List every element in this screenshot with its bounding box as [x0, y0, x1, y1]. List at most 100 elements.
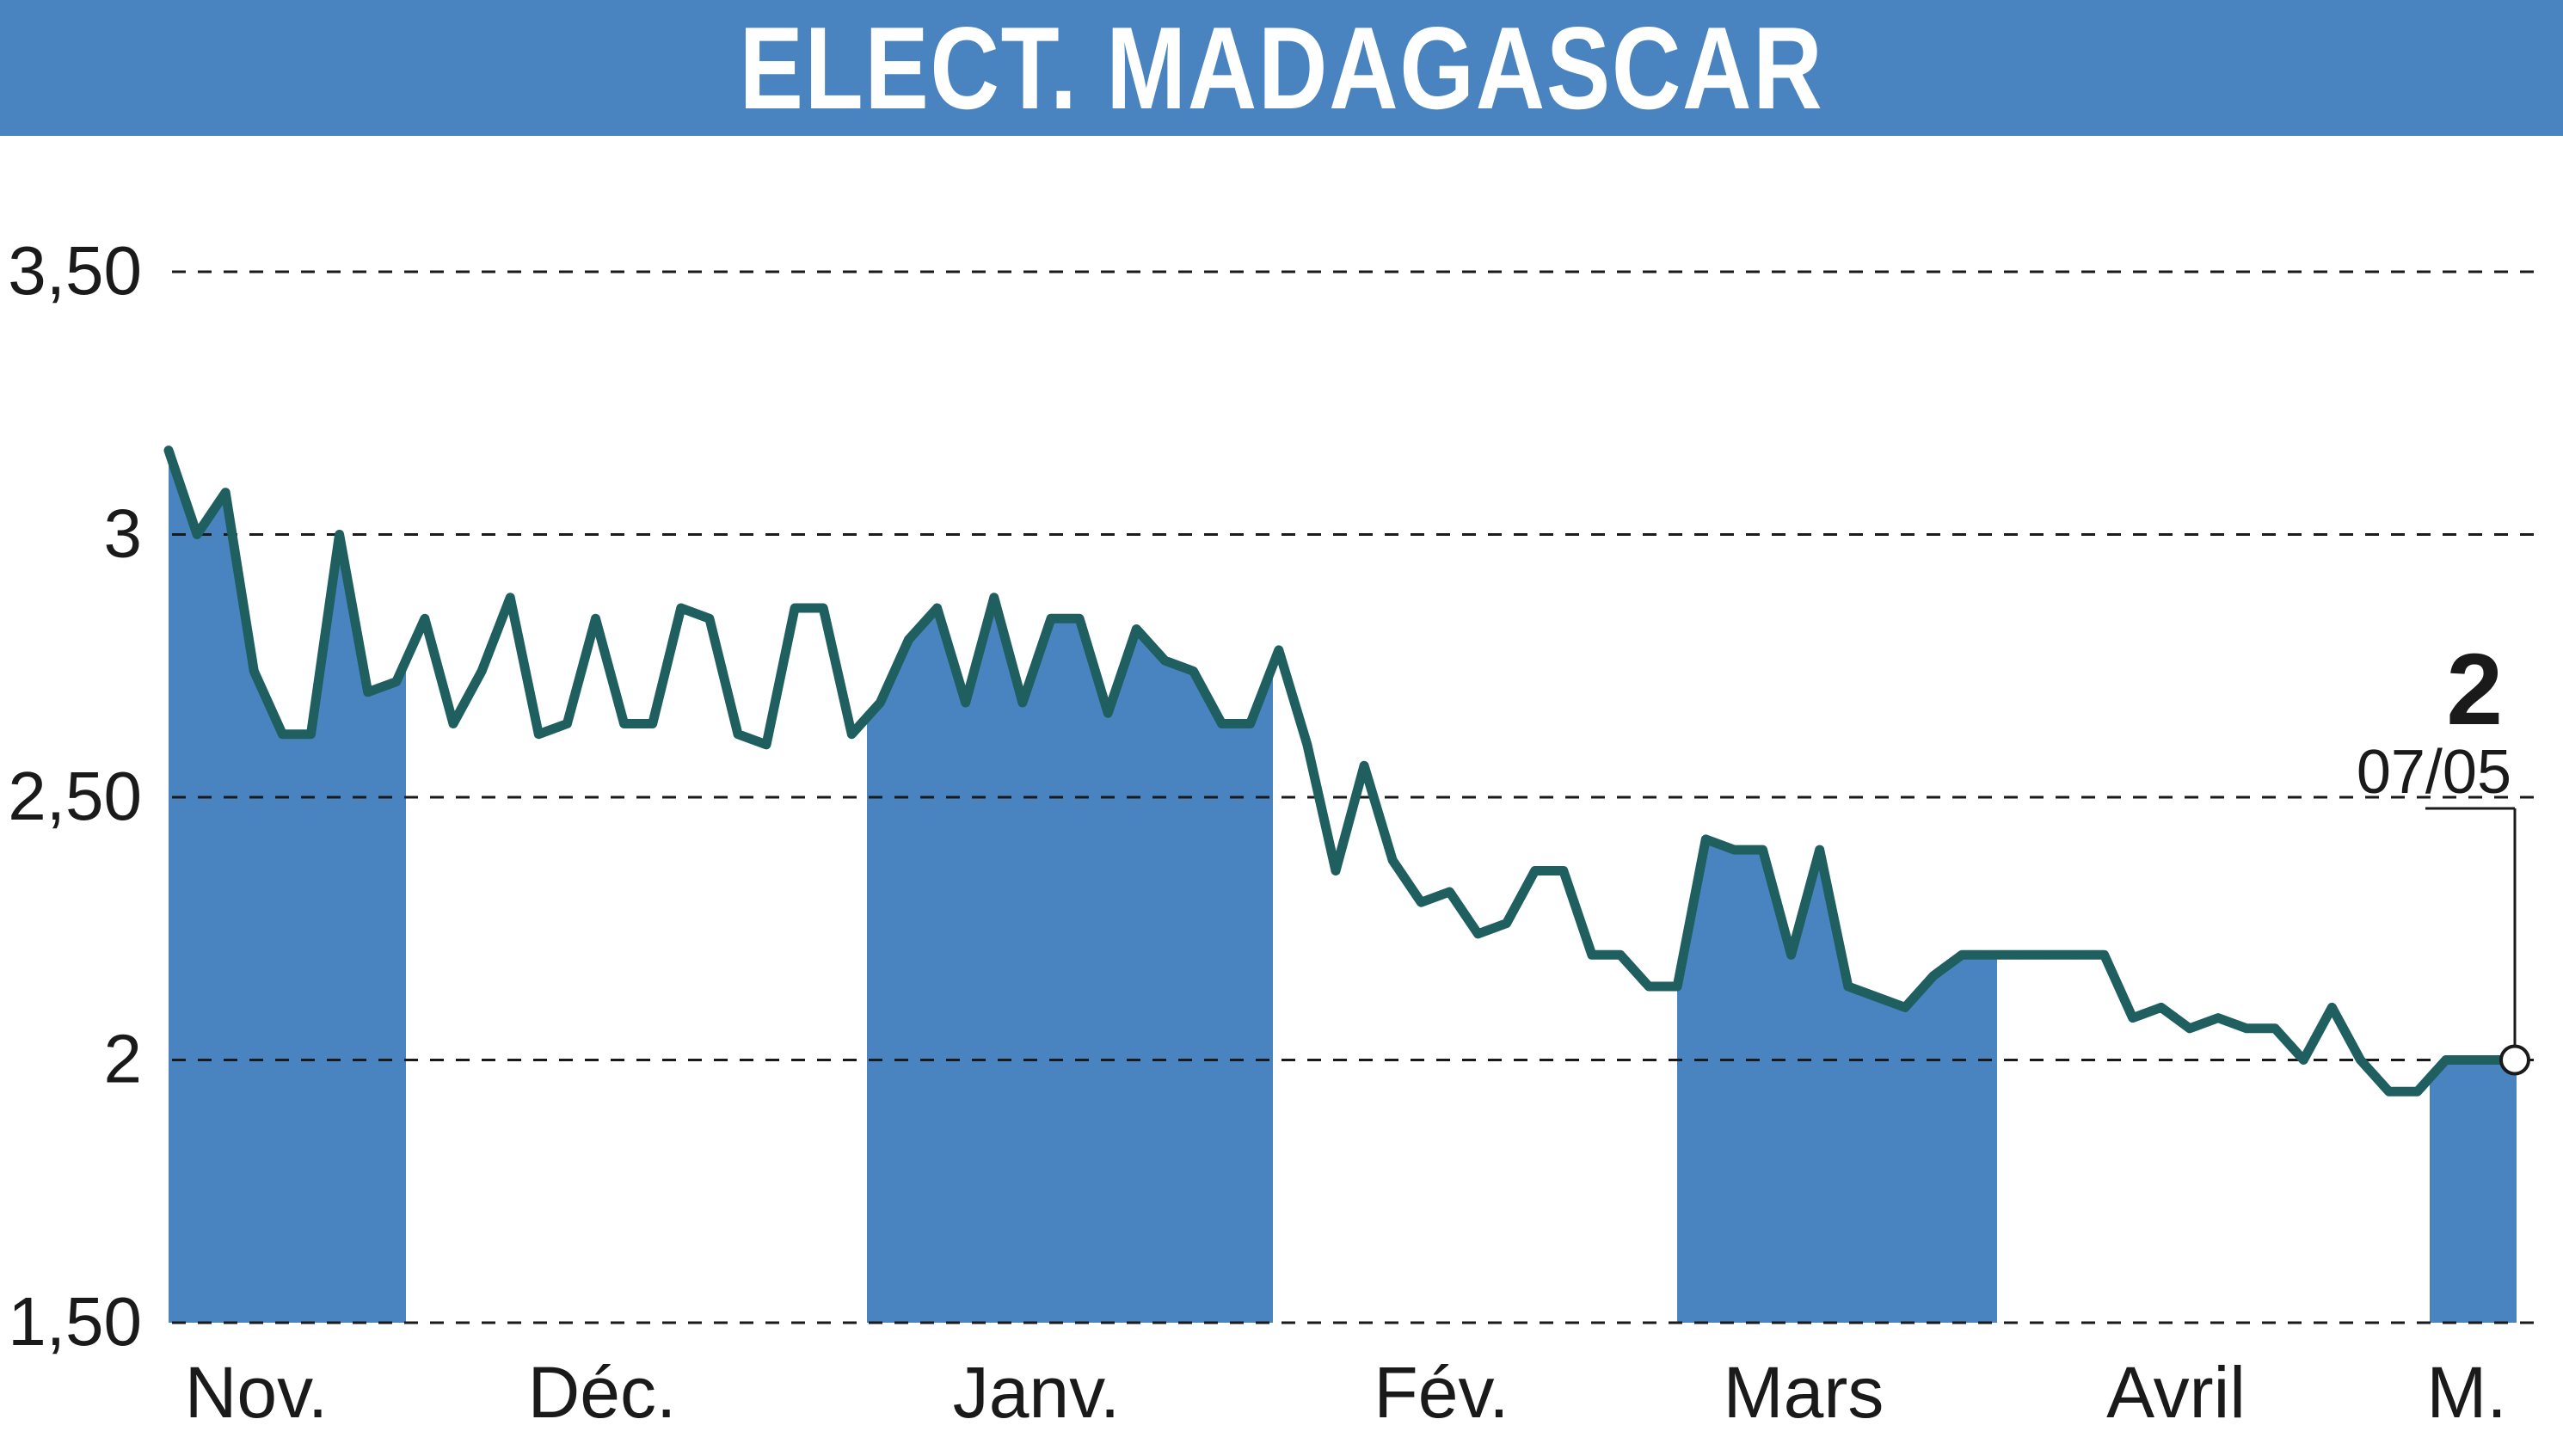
data-point	[848, 730, 856, 738]
data-point	[450, 720, 457, 728]
y-axis: 3,50 3 2,50 2 1,50	[8, 232, 142, 1360]
data-point	[392, 678, 400, 685]
x-axis: Nov. Déc. Janv. Fév. Mars Avril M.	[185, 1352, 2507, 1433]
data-point	[2215, 1014, 2222, 1022]
data-point	[2328, 1004, 2336, 1011]
data-point	[1018, 699, 1026, 706]
data-point	[962, 699, 969, 706]
data-point	[1816, 846, 1823, 854]
data-point	[1474, 930, 1482, 937]
month-label: Janv.	[953, 1352, 1121, 1433]
data-point	[1702, 835, 1710, 843]
data-point	[1730, 846, 1738, 854]
data-point	[2072, 951, 2080, 959]
data-point	[2442, 1056, 2449, 1064]
data-point	[2385, 1088, 2393, 1096]
data-point	[1446, 888, 1454, 895]
data-point	[1246, 720, 1254, 728]
data-point	[1844, 983, 1852, 990]
data-point	[763, 740, 770, 748]
data-point	[335, 531, 343, 538]
data-point	[933, 605, 941, 611]
data-point	[1559, 867, 1567, 875]
data-point	[194, 531, 201, 538]
data-point	[820, 605, 827, 611]
data-point	[734, 730, 741, 738]
data-point	[1503, 919, 1510, 927]
last-value-date: 07/05	[2357, 738, 2511, 807]
month-label: Nov.	[185, 1352, 328, 1433]
y-tick-label: 3,50	[8, 232, 142, 309]
data-point	[620, 720, 628, 728]
y-tick-label: 2,50	[8, 758, 142, 834]
data-point	[364, 688, 372, 696]
month-bands	[169, 138, 2563, 1323]
data-point	[421, 615, 428, 623]
chart-title: ELECT. MADAGASCAR	[739, 3, 1824, 133]
data-point	[2044, 951, 2051, 959]
data-point	[791, 605, 799, 611]
data-point	[2100, 951, 2108, 959]
data-point	[2470, 1056, 2478, 1064]
data-point	[250, 667, 258, 675]
data-point	[1930, 972, 1937, 980]
data-point	[1332, 867, 1339, 875]
month-label: M.	[2426, 1352, 2506, 1433]
data-point	[1048, 615, 1054, 623]
data-point	[1275, 646, 1282, 654]
data-point	[876, 699, 884, 706]
data-point	[592, 615, 599, 623]
data-point	[1361, 762, 1368, 770]
data-point	[2300, 1056, 2308, 1064]
y-tick-label: 1,50	[8, 1283, 142, 1360]
data-point	[1531, 867, 1539, 875]
data-point	[1645, 983, 1653, 990]
y-tick-label: 3	[104, 495, 143, 572]
data-point	[648, 720, 656, 728]
data-point	[1759, 846, 1767, 854]
data-point	[307, 730, 315, 738]
last-value-annotation: 207/05	[2357, 633, 2530, 1076]
data-point	[1189, 667, 1197, 675]
y-tick-label: 2	[104, 1021, 143, 1097]
data-point	[677, 605, 685, 611]
data-point	[2243, 1024, 2251, 1032]
data-point	[1787, 951, 1795, 959]
data-point	[2413, 1088, 2421, 1096]
data-point	[2271, 1024, 2279, 1032]
month-label: Mars	[1724, 1352, 1884, 1433]
month-label: Fév.	[1374, 1352, 1509, 1433]
data-point	[1902, 1004, 1908, 1011]
data-point	[1133, 625, 1140, 633]
data-point	[2129, 1014, 2136, 1022]
data-point	[705, 615, 713, 623]
data-point	[2357, 1056, 2364, 1064]
data-point	[1617, 951, 1624, 959]
data-point	[1417, 899, 1425, 906]
data-point	[279, 730, 286, 738]
data-point	[2185, 1024, 2193, 1032]
data-point	[478, 667, 486, 675]
data-point	[1987, 951, 1994, 959]
data-point	[2015, 951, 2023, 959]
data-point	[222, 488, 230, 496]
area-mask	[169, 138, 2563, 1092]
data-point	[990, 593, 998, 601]
month-label: Avril	[2106, 1352, 2246, 1433]
data-point	[535, 730, 543, 738]
data-point	[1958, 951, 1966, 959]
data-point	[1303, 740, 1311, 748]
data-point	[2157, 1004, 2165, 1011]
data-point	[905, 636, 913, 643]
data-point	[165, 446, 172, 454]
last-point-marker	[2499, 1044, 2530, 1076]
month-label: Déc.	[528, 1352, 677, 1433]
data-point	[1588, 951, 1595, 959]
data-point	[507, 593, 514, 601]
title-bar	[0, 0, 2563, 136]
data-point	[1872, 993, 1880, 1001]
data-point	[1076, 615, 1084, 623]
data-point	[1161, 657, 1169, 665]
data-point	[1389, 857, 1397, 864]
